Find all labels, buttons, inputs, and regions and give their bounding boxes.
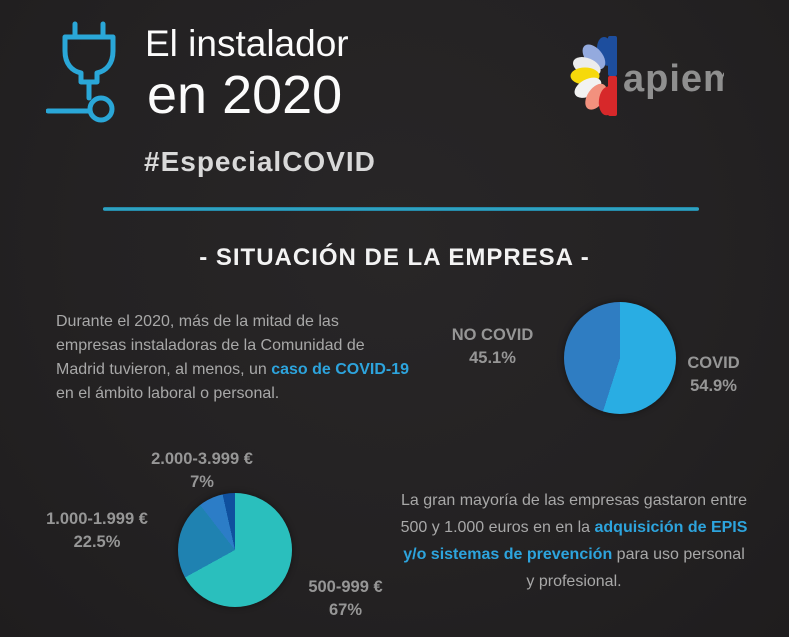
epis-paragraph-post: para uso personal y profesional. [526, 546, 745, 590]
pie1-label-no-covid-name: NO COVID [451, 326, 534, 344]
apiem-logo: apiem [570, 36, 724, 116]
pie2-label-2000-3999-pct: 7% [190, 473, 214, 491]
pie2-label-500-999-pct: 67% [328, 601, 363, 619]
epis-paragraph-pre: La gran mayoría de las empresas gastaron… [400, 492, 747, 536]
apiem-wordmark: apiem [623, 58, 724, 100]
pie2-label-2000-3999: 2.000-3.999 € 7% [122, 448, 282, 494]
pie2-label-500-999: 500-999 € 67% [283, 576, 408, 622]
covid-paragraph-post: en el ámbito laboral o personal. [56, 385, 280, 402]
plug-icon [46, 21, 116, 123]
epis-paragraph-highlight: adquisición de EPIS y/o sistemas de prev… [403, 519, 748, 563]
apiem-logo-petals [570, 37, 616, 116]
pie2-label-1000-1999-pct: 22.5% [73, 533, 121, 551]
pie1-label-no-covid-pct: 45.1% [469, 349, 516, 367]
pie1-label-covid: COVID 54.9% [666, 352, 761, 398]
hashtag-subtitle: #EspecialCOVID [144, 146, 376, 177]
main-title-line1: El instalador [145, 23, 349, 64]
pie2-label-1000-1999-name: 1.000-1.999 € [46, 510, 148, 528]
pie1-label-covid-pct: 54.9% [690, 377, 737, 395]
pie-chart-covid [564, 302, 676, 414]
header-divider-line [103, 207, 699, 211]
pie2-label-2000-3999-name: 2.000-3.999 € [151, 450, 253, 468]
pie1-label-covid-name: COVID [687, 354, 740, 372]
pie2-label-1000-1999: 1.000-1.999 € 22.5% [22, 508, 172, 554]
main-title-line2: en 2020 [147, 65, 343, 125]
pie1-label-no-covid: NO COVID 45.1% [430, 324, 555, 370]
covid-paragraph-pre: Durante el 2020, más de la mitad de las … [56, 313, 365, 378]
pie2-label-500-999-name: 500-999 € [308, 578, 383, 596]
epis-paragraph: La gran mayoría de las empresas gastaron… [398, 487, 750, 595]
apiem-logo-bar-bottom [608, 76, 617, 116]
pie-chart-gasto-epis [178, 493, 292, 607]
apiem-logo-bar-top [608, 36, 617, 76]
section-title: - SITUACIÓN DE LA EMPRESA - [199, 244, 590, 271]
covid-paragraph: Durante el 2020, más de la mitad de las … [56, 310, 412, 406]
covid-paragraph-highlight: caso de COVID-19 [271, 361, 410, 378]
